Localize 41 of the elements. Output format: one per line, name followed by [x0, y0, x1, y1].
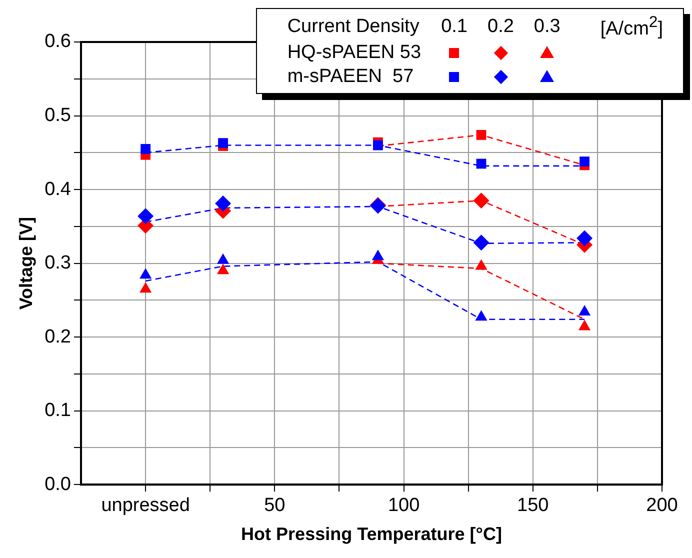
x-tick-label: 200: [646, 495, 678, 516]
y-tick-label: 0.4: [44, 178, 72, 200]
point: [578, 304, 591, 316]
legend-label: HQ-sPAEEN 53: [287, 41, 422, 66]
x-tick-label: 50: [264, 495, 286, 516]
point: [215, 196, 232, 212]
point: [372, 250, 384, 260]
y-tick-label: 0.5: [44, 105, 72, 126]
point: [475, 259, 488, 270]
point: [140, 282, 152, 293]
point: [576, 230, 593, 246]
point: [580, 156, 590, 166]
y-tick-label: 0.2: [44, 326, 72, 348]
x-axis-title: Hot Pressing Temperature [°C]: [241, 524, 502, 544]
x-tick-label: unpressed: [101, 495, 190, 516]
point: [476, 130, 486, 140]
text: 0.2: [486, 15, 515, 40]
y-tick-label: 0.3: [44, 252, 72, 274]
point: [140, 268, 152, 279]
legend-title: Current Density: [287, 15, 420, 40]
point: [140, 144, 151, 154]
y-tick-label: 0.0: [44, 474, 72, 495]
point: [216, 264, 230, 274]
point: [578, 320, 591, 330]
point: [218, 138, 228, 148]
legend-label: m-sPAEEN 57: [287, 65, 415, 90]
y-tick-label: 0.1: [44, 400, 72, 422]
x-tick-label: 150: [517, 495, 549, 516]
y-axis-title: Voltage [V]: [16, 216, 36, 310]
y-tick-label: 0.6: [44, 31, 72, 52]
point: [138, 208, 154, 224]
point: [373, 140, 383, 150]
x-tick-label: 100: [388, 495, 420, 516]
text: [A/cm$^{2}$]: [599, 13, 664, 42]
point: [473, 192, 490, 209]
point: [475, 310, 488, 321]
text: 0.1: [440, 15, 468, 40]
point: [476, 158, 486, 169]
text: 0.3: [532, 15, 562, 40]
point: [216, 253, 230, 264]
point: [473, 234, 490, 251]
